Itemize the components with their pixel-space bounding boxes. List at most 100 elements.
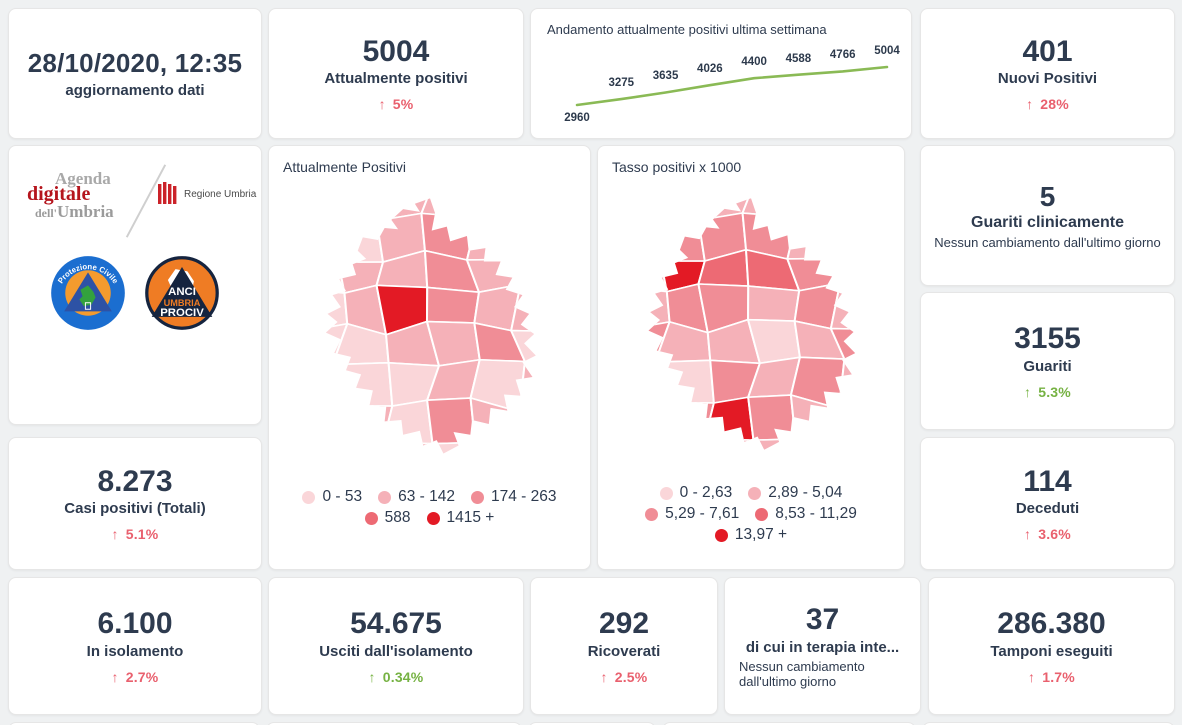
- attualmente-positivi-map-card[interactable]: Attualmente Positivi 0 - 53 63 - 142 174 -…: [268, 145, 591, 570]
- umbria-choropleth-map[interactable]: [304, 189, 556, 471]
- stat-delta: ↑ 1.7%: [1028, 669, 1075, 685]
- map-region[interactable]: [342, 436, 384, 471]
- legend-item: 5,29 - 7,61: [645, 505, 739, 523]
- trend-chart-card[interactable]: Andamento attualmente positivi ultima se…: [530, 8, 912, 139]
- legend-dot-icon: [748, 486, 762, 500]
- stat-value: 292: [598, 607, 650, 641]
- map-region[interactable]: [659, 189, 700, 225]
- map-region[interactable]: [517, 360, 556, 413]
- map-region[interactable]: [509, 283, 556, 333]
- stat-label: In isolamento: [86, 642, 184, 660]
- map-region[interactable]: [701, 438, 755, 467]
- map-region[interactable]: [794, 438, 850, 467]
- delta-value: 0.34%: [382, 668, 424, 685]
- map-region[interactable]: [627, 245, 668, 293]
- map-region[interactable]: [519, 257, 555, 295]
- svg-text:ANCI: ANCI: [168, 286, 196, 298]
- legend-dot-icon: [302, 490, 316, 504]
- isolamento-card[interactable]: 6.100 In isolamento ↑ 2.7%: [8, 577, 262, 715]
- map-region[interactable]: [627, 221, 662, 262]
- attualmente-positivi-card[interactable]: 5004 Attualmente positivi ↑ 5%: [268, 8, 524, 139]
- map-region[interactable]: [304, 246, 345, 294]
- map-region[interactable]: [304, 189, 339, 225]
- map-region[interactable]: [656, 401, 715, 440]
- map-region[interactable]: [786, 216, 846, 260]
- map-region[interactable]: [336, 189, 378, 225]
- map-region[interactable]: [627, 431, 671, 467]
- umbria-choropleth-map[interactable]: [627, 189, 875, 467]
- casi-totali-card[interactable]: 8.273 Casi positivi (Totali) ↑ 5.1%: [8, 437, 262, 570]
- map-region[interactable]: [837, 405, 875, 447]
- legend-item: 0 - 53: [302, 488, 362, 506]
- stat-note: Nessun cambiamento dall'ultimo giorno: [739, 658, 865, 689]
- map-region[interactable]: [304, 404, 348, 439]
- ricoverati-card[interactable]: 292 Ricoverati ↑ 2.5%: [530, 577, 718, 715]
- map-region[interactable]: [431, 441, 476, 471]
- map-region[interactable]: [796, 189, 834, 223]
- legend-label: 63 - 142: [398, 488, 456, 505]
- map-region[interactable]: [475, 189, 514, 224]
- update-date-card[interactable]: 28/10/2020, 12:35 aggiornamento dati: [8, 8, 262, 139]
- map-region[interactable]: [829, 282, 875, 331]
- map-region[interactable]: [473, 441, 530, 471]
- up-arrow-icon: ↑: [111, 668, 119, 685]
- map-region[interactable]: [336, 220, 384, 263]
- map-region[interactable]: [839, 256, 875, 294]
- map-region[interactable]: [333, 404, 393, 444]
- map-region[interactable]: [829, 327, 875, 373]
- deceduti-card[interactable]: 114 Deceduti ↑ 3.6%: [920, 437, 1175, 570]
- map-region[interactable]: [831, 215, 875, 259]
- map-region[interactable]: [465, 217, 527, 261]
- map-region[interactable]: [469, 397, 530, 450]
- stat-value: 5004: [362, 34, 430, 68]
- map-region[interactable]: [627, 361, 659, 407]
- stat-label: Nuovi Positivi: [997, 70, 1098, 88]
- map-region[interactable]: [789, 394, 850, 447]
- terapia-intensiva-card[interactable]: 37 di cui in terapia inte... Nessun camb…: [724, 577, 921, 715]
- legend-label: 174 - 263: [491, 488, 557, 505]
- map-region[interactable]: [659, 219, 706, 262]
- map-region[interactable]: [837, 358, 875, 410]
- stat-value: 6.100: [97, 607, 173, 641]
- map-region[interactable]: [378, 441, 434, 471]
- tamponi-card[interactable]: 286.380 Tamponi eseguiti ↑ 1.7%: [928, 577, 1175, 715]
- nuovi-positivi-card[interactable]: 401 Nuovi Positivi ↑ 28%: [920, 8, 1175, 139]
- map-region[interactable]: [510, 189, 555, 224]
- map-region[interactable]: [519, 448, 555, 471]
- usciti-isolamento-card[interactable]: 54.675 Usciti dall'isolamento ↑ 0.34%: [268, 577, 524, 715]
- map-region[interactable]: [511, 215, 555, 260]
- map-region[interactable]: [425, 286, 480, 324]
- map-region[interactable]: [627, 401, 671, 435]
- map-region[interactable]: [304, 435, 348, 471]
- map-region[interactable]: [509, 329, 556, 376]
- trend-line-chart[interactable]: [547, 37, 899, 129]
- legend-item: 174 - 263: [471, 488, 557, 506]
- up-arrow-icon: ↑: [368, 668, 376, 685]
- guariti-clinicamente-card[interactable]: 5 Guariti clinicamente Nessun cambiament…: [920, 145, 1175, 286]
- map-region[interactable]: [830, 189, 875, 223]
- map-region[interactable]: [304, 363, 336, 410]
- up-arrow-icon: ↑: [1024, 383, 1032, 400]
- update-date: 28/10/2020, 12:35: [27, 48, 243, 78]
- stat-value: 5: [1039, 180, 1056, 212]
- stat-label: Deceduti: [1015, 500, 1080, 518]
- map-region[interactable]: [517, 408, 556, 451]
- map-region[interactable]: [839, 444, 875, 467]
- map-region[interactable]: [304, 222, 339, 263]
- map-region[interactable]: [654, 359, 715, 404]
- map-region[interactable]: [752, 438, 797, 467]
- tasso-positivi-map-card[interactable]: Tasso positivi x 1000 0 - 2,63 2,89 - 5,0…: [597, 145, 905, 570]
- map-region[interactable]: [747, 285, 801, 322]
- up-arrow-icon: ↑: [1028, 668, 1036, 685]
- map-region[interactable]: [665, 433, 706, 467]
- regione-umbria-stripes-icon: [158, 182, 177, 204]
- delta-value: 5.3%: [1038, 383, 1071, 400]
- map-region[interactable]: [425, 397, 476, 445]
- svg-text:UMBRIA: UMBRIA: [164, 298, 201, 308]
- map-region[interactable]: [627, 189, 662, 225]
- map-region[interactable]: [331, 361, 393, 407]
- logos-card[interactable]: Agenda digitale dell'Umbria Regione Umbr…: [8, 145, 262, 425]
- stat-value: 286.380: [997, 607, 1106, 641]
- guariti-card[interactable]: 3155 Guariti ↑ 5.3%: [920, 292, 1175, 430]
- map-region[interactable]: [747, 394, 797, 441]
